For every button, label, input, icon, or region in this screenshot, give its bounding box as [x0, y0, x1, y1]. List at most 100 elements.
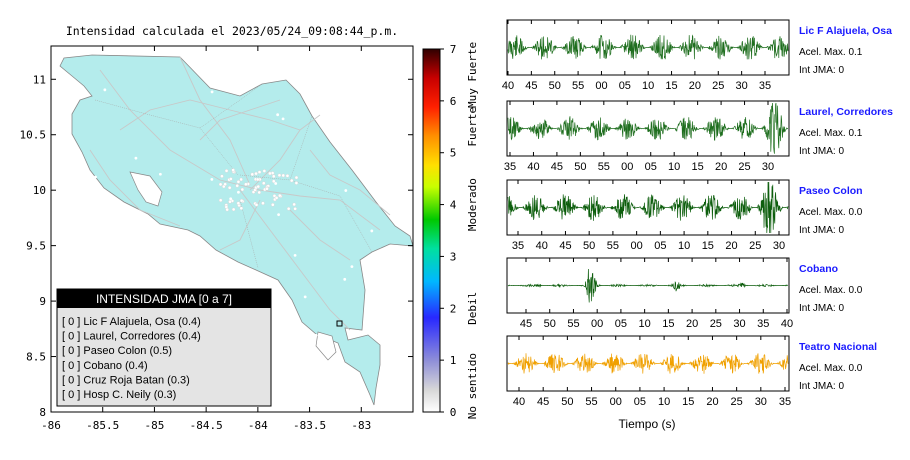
station-dot	[256, 184, 261, 189]
waveform-trace	[507, 268, 789, 303]
station-dot	[227, 272, 231, 276]
legend-title: INTENSIDAD JMA [0 a 7]	[96, 292, 232, 306]
station-dot	[210, 90, 214, 94]
waveform-tick-label: 55	[585, 396, 597, 408]
waveform-panel: 35 40 45 50 55 00 05 10 15 20 25 30 Paseo Colon Acel.…	[506, 179, 863, 252]
station-dot	[292, 202, 296, 207]
colorbar-tick-label: 4	[450, 199, 457, 212]
map-x-tick-label: -83.5	[293, 419, 326, 432]
legend-box: INTENSIDAD JMA [0 a 7] [ 0 ] Lic F Alaju…	[56, 288, 272, 407]
station-dot	[294, 175, 299, 180]
map-area	[59, 54, 413, 406]
station-dot	[229, 177, 233, 181]
map-y-tick-label: 9	[39, 295, 46, 308]
station-dot	[158, 172, 162, 176]
map-axis-ticks: -86 -85.5 -85 -84.5 -84 -83.5 -83 11 10.5 10 9.5 9 8…	[20, 46, 413, 432]
waveform-tick-label: 45	[520, 318, 532, 330]
station-dot	[344, 189, 348, 192]
golfo-dulce	[315, 331, 337, 361]
x-axis-label: Tiempo (s)	[619, 417, 676, 431]
waveform-tick-label: 30	[736, 80, 748, 92]
waveform-tick-label: 35	[512, 240, 524, 252]
waveform-tick-label: 40	[536, 240, 548, 252]
station-dot	[281, 117, 285, 121]
station-dot	[244, 182, 248, 187]
station-dot	[350, 265, 354, 268]
station-dot	[223, 182, 227, 187]
waveform-tick-label: 10	[678, 240, 690, 252]
waveform-tick-label: 50	[574, 161, 586, 173]
colorbar-category-label: Debil	[466, 292, 479, 325]
map-x-tick-label: -85.5	[86, 419, 119, 432]
station-dot	[239, 206, 244, 211]
station-accel: Acel. Max. 0.0	[799, 285, 863, 296]
waveform-tick-label: 55	[567, 318, 579, 330]
station-dot	[343, 277, 347, 281]
waveform-tick-label: 30	[733, 318, 745, 330]
station-accel: Acel. Max. 0.1	[799, 128, 863, 139]
station-dot	[285, 174, 290, 178]
waveform-tick-label: 35	[504, 161, 516, 173]
waveform-tick-label: 25	[710, 318, 722, 330]
station-dot	[103, 88, 107, 92]
station-markers	[87, 88, 374, 359]
station-intensity: Int JMA: 0	[799, 225, 844, 236]
station-dot	[277, 193, 282, 198]
waveform-tick-label: 45	[551, 161, 563, 173]
map-y-tick-label: 10	[33, 184, 46, 197]
waveform-tick-label: 50	[549, 80, 561, 92]
station-dot	[271, 179, 276, 184]
station-name: Lic F Alajuela, Osa	[799, 25, 892, 37]
station-dot	[268, 171, 272, 176]
waveform-tick-label: 40	[781, 318, 793, 330]
waveform-tick-label: 50	[583, 240, 595, 252]
waveform-tick-label: 50	[544, 318, 556, 330]
station-dot	[240, 187, 245, 192]
station-dot	[277, 213, 281, 217]
waveform-tick-label: 00	[631, 240, 643, 252]
station-dot	[276, 113, 280, 117]
station-dot	[134, 156, 138, 160]
map-y-tick-label: 9.5	[26, 240, 46, 253]
legend-item: [ 0 ] Cruz Roja Batan (0.3)	[62, 374, 190, 386]
colorbar-tick-label: 0	[450, 406, 457, 419]
waveform-panel: 35 40 45 50 55 00 05 10 15 20 25 30 Laurel, Corredor…	[504, 100, 893, 173]
waveform-tick-label: 45	[559, 240, 571, 252]
station-dot	[218, 198, 223, 203]
waveform-tick-label: 30	[762, 161, 774, 173]
colorbar-tick-label: 3	[450, 250, 457, 263]
station-dot	[271, 202, 275, 207]
colorbar-tick-label: 5	[450, 147, 457, 160]
colorbar-ticks: 0 1 2 3 4 5 6 7	[440, 43, 457, 419]
waveform-tick-label: 25	[749, 240, 761, 252]
station-dot	[239, 198, 244, 203]
waveform-tick-label: 50	[561, 396, 573, 408]
waveform-tick-label: 15	[665, 80, 677, 92]
station-dot	[314, 333, 318, 337]
waveform-tick-label: 05	[615, 318, 627, 330]
roads	[89, 56, 391, 331]
waveform-tick-label: 00	[621, 161, 633, 173]
waveform-trace	[507, 181, 789, 234]
waveform-tick-label: 55	[598, 161, 610, 173]
station-dot	[274, 182, 278, 185]
station-dot	[303, 295, 307, 299]
legend-item: [ 0 ] Cobano (0.4)	[62, 360, 148, 372]
station-intensity: Int JMA: 0	[799, 65, 844, 76]
waveform-tick-label: 20	[689, 80, 701, 92]
station-accel: Acel. Max. 0.0	[799, 363, 863, 374]
station-dot	[294, 181, 299, 185]
station-dot	[239, 177, 243, 182]
station-dot	[254, 203, 259, 207]
waveform-tick-label: 25	[738, 161, 750, 173]
colorbar-tick-label: 7	[450, 43, 457, 56]
station-dot	[261, 181, 266, 186]
station-dot	[271, 174, 276, 179]
waveform-tick-label: 55	[572, 80, 584, 92]
station-dot	[274, 196, 279, 200]
station-dot	[220, 174, 224, 178]
station-dot	[250, 172, 255, 177]
waveform-tick-label: 25	[731, 396, 743, 408]
station-dot	[225, 207, 229, 212]
